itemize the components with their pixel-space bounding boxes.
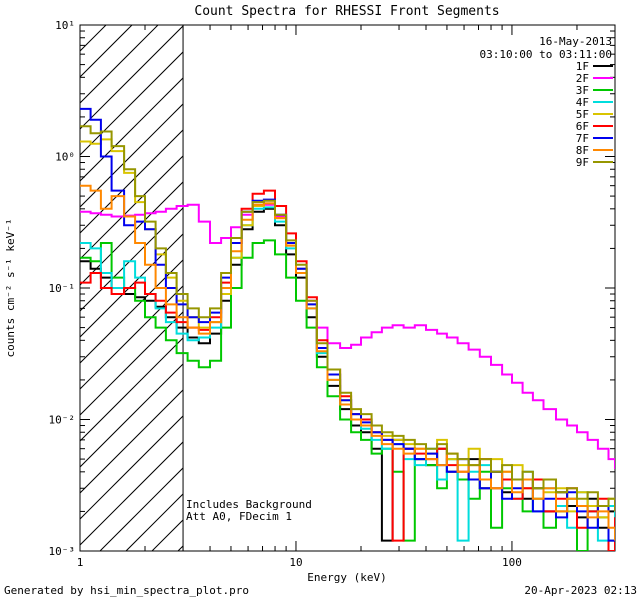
background-note: Includes Background — [186, 498, 312, 511]
series-line-6F — [80, 189, 615, 551]
legend-label-9F: 9F — [576, 156, 589, 169]
x-tick-label: 100 — [502, 556, 522, 569]
x-tick-label: 10 — [289, 556, 302, 569]
date-label: 16-May-2013 — [539, 35, 612, 48]
axes-group: 1 10 100 10¹ 10⁰ 10⁻¹ 10⁻² 10⁻³ — [49, 19, 616, 569]
legend-label-6F: 6F — [576, 120, 589, 133]
legend-label-7F: 7F — [576, 132, 589, 145]
legend-label-8F: 8F — [576, 144, 589, 157]
series-line-9F — [80, 125, 615, 512]
footer-timestamp: 20-Apr-2023 02:13 — [524, 584, 637, 597]
legend-label-3F: 3F — [576, 84, 589, 97]
legend-label-5F: 5F — [576, 108, 589, 121]
legend-label-2F: 2F — [576, 72, 589, 85]
y-tick-label: 10⁻¹ — [49, 282, 76, 295]
attenuator-note: Att A0, FDecim 1 — [186, 510, 292, 523]
y-tick-label: 10⁻² — [49, 414, 76, 427]
series-line-7F — [80, 107, 615, 542]
y-tick-label: 10⁰ — [55, 151, 75, 164]
hatch-region-group — [80, 25, 184, 551]
series-line-2F — [80, 203, 615, 469]
chart-title: Count Spectra for RHESSI Front Segments — [194, 4, 499, 19]
time-range-label: 03:10:00 to 03:11:00 — [480, 48, 612, 61]
x-tick-label: 1 — [77, 556, 84, 569]
x-axis-label: Energy (keV) — [307, 571, 386, 584]
y-tick-label: 10⁻³ — [49, 545, 76, 558]
legend-label-1F: 1F — [576, 60, 589, 73]
y-tick-label: 10¹ — [55, 19, 75, 32]
series-group — [80, 107, 615, 551]
y-axis-label: counts cm⁻² s⁻¹ keV⁻¹ — [4, 218, 17, 357]
legend-label-4F: 4F — [576, 96, 589, 109]
footer-generated-by: Generated by hsi_min_spectra_plot.pro — [4, 584, 249, 597]
